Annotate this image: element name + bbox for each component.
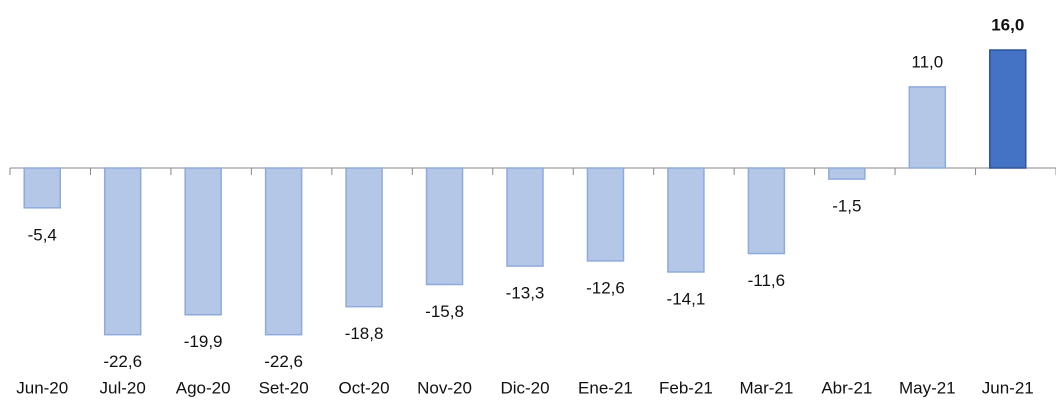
bar — [667, 167, 705, 273]
x-tick-label: Jun-20 — [16, 378, 68, 397]
bar — [23, 167, 61, 209]
x-tick-label: Dic-20 — [500, 378, 549, 397]
value-label: -14,1 — [667, 289, 706, 308]
value-label: -19,9 — [184, 332, 223, 351]
x-tick-label: Ene-21 — [578, 378, 633, 397]
bar — [989, 49, 1027, 169]
x-tick-label: Oct-20 — [339, 378, 390, 397]
bar — [747, 167, 786, 255]
value-label: 11,0 — [911, 52, 943, 71]
value-label: -13,3 — [506, 284, 545, 303]
bar — [586, 167, 625, 262]
bar — [103, 167, 142, 336]
bar — [184, 167, 222, 316]
bar — [425, 167, 464, 286]
x-tick-label: Mar-21 — [739, 378, 793, 397]
x-tick-label: Set-20 — [259, 378, 309, 397]
bar — [345, 167, 383, 308]
x-tick-label: May-21 — [899, 378, 956, 397]
bar — [908, 86, 947, 169]
x-tick-label: Ago-20 — [176, 378, 231, 397]
value-label: -22,6 — [264, 352, 303, 371]
value-label: -1,5 — [832, 197, 861, 216]
bar — [506, 167, 544, 267]
value-label: -5,4 — [28, 225, 57, 244]
value-label: -11,6 — [748, 271, 786, 290]
value-label: -22,6 — [103, 352, 142, 371]
x-tick-label: Jul-20 — [100, 378, 146, 397]
bar — [264, 167, 303, 336]
x-tick-label: Feb-21 — [659, 378, 713, 397]
x-tick-label: Nov-20 — [417, 378, 472, 397]
x-tick-label: Jun-21 — [982, 378, 1034, 397]
bar — [828, 167, 866, 180]
value-label: -12,6 — [586, 278, 625, 297]
x-tick-label: Abr-21 — [821, 378, 872, 397]
value-label: -18,8 — [345, 324, 384, 343]
value-label: -15,8 — [425, 302, 464, 321]
value-label: 16,0 — [991, 15, 1024, 34]
